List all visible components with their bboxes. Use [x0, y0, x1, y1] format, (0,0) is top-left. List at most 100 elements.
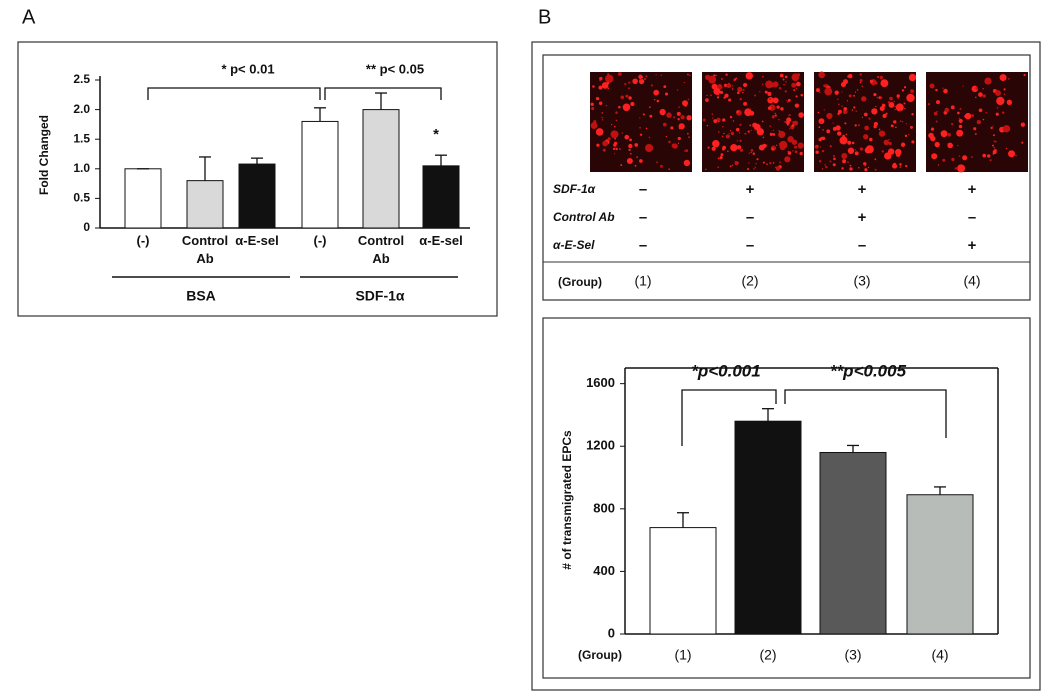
cell-dot	[602, 119, 604, 121]
cell-dot	[638, 74, 643, 80]
cell-dot	[619, 148, 621, 150]
cell-dot	[849, 164, 852, 167]
cell-dot	[863, 134, 869, 140]
cell-dot	[711, 113, 713, 115]
cell-dot	[706, 124, 709, 127]
cell-dot	[908, 133, 910, 136]
cell-dot	[639, 127, 641, 129]
cell-dot	[712, 117, 714, 119]
cell-dot	[1005, 147, 1008, 150]
cell-dot	[731, 88, 734, 90]
cell-dot	[936, 100, 940, 105]
cell-dot	[778, 118, 780, 121]
cell-dot	[779, 73, 784, 78]
cell-dot	[736, 145, 742, 150]
cell-dot	[888, 141, 892, 146]
cell-dot	[975, 96, 977, 99]
chart-b-box	[542, 317, 1031, 679]
cell-dot	[755, 163, 757, 165]
cell-dot	[847, 73, 853, 79]
fluorescence-image	[590, 72, 692, 172]
cell-dot	[712, 139, 720, 148]
cell-dot	[739, 97, 742, 101]
cell-dot	[799, 151, 803, 156]
cell-dot	[832, 154, 835, 157]
cell-dot	[990, 126, 993, 130]
cell-dot	[795, 81, 801, 87]
cell-dot	[996, 96, 1005, 106]
cell-dot	[724, 93, 729, 98]
cell-dot	[742, 88, 745, 91]
cell-dot	[750, 149, 754, 152]
cell-dot	[638, 78, 645, 85]
cell-dot	[677, 89, 679, 91]
cell-dot	[871, 108, 878, 115]
cell-dot	[791, 73, 800, 82]
cell-dot	[771, 147, 775, 151]
cell-dot	[1023, 73, 1026, 77]
cell-dot	[798, 112, 804, 118]
cell-dot	[992, 144, 994, 147]
cell-dot	[774, 114, 777, 117]
cell-dot	[778, 130, 786, 139]
cell-dot	[858, 124, 860, 127]
cell-dot	[911, 140, 915, 144]
cell-dot	[708, 75, 717, 84]
cell-dot	[839, 136, 848, 145]
cell-dot	[947, 133, 952, 137]
cell-dot	[717, 166, 720, 169]
cell-dot	[864, 147, 871, 154]
cell-dot	[617, 72, 622, 76]
cell-dot	[1003, 93, 1006, 95]
treatment-box	[542, 54, 1031, 301]
x-tick-label: (4)	[931, 647, 948, 663]
cell-dot	[787, 98, 791, 102]
cell-dot	[782, 78, 785, 81]
cell-dot	[779, 161, 781, 164]
y-tick-label: 2.5	[73, 72, 90, 86]
x-tick-label-box: α-E-sel	[235, 233, 278, 248]
cell-dot	[784, 75, 788, 79]
cell-dot	[873, 92, 877, 97]
images	[590, 71, 1028, 173]
bar	[734, 420, 802, 635]
cell-dot	[716, 96, 720, 99]
cell-dot	[786, 117, 792, 123]
cell-dot	[962, 85, 964, 87]
cell-dot	[797, 73, 801, 77]
cell-dot	[768, 97, 771, 100]
cell-dot	[605, 104, 608, 107]
cell-dot	[956, 166, 959, 169]
cell-dot	[733, 78, 737, 81]
cell-dot	[601, 116, 603, 119]
cell-dot	[854, 124, 857, 127]
cell-dot	[832, 126, 837, 131]
cell-dot	[677, 142, 680, 144]
cell-dot	[978, 92, 983, 97]
cell-dot	[903, 102, 906, 105]
cell-dot	[978, 108, 983, 113]
cell-dot	[942, 158, 946, 162]
cell-dot	[900, 142, 906, 147]
cell-dot	[885, 112, 888, 115]
cell-dot	[595, 128, 604, 136]
cell-dot	[842, 159, 847, 164]
cell-dot	[868, 117, 871, 120]
cell-dot	[982, 94, 986, 98]
significance-star: *	[433, 126, 439, 143]
cell-dot	[731, 164, 734, 167]
cell-dot	[786, 100, 788, 102]
cell-dot	[951, 122, 954, 126]
cell-dot	[628, 87, 631, 90]
cell-dot	[818, 126, 821, 129]
x-tick-label-box: α-E-sel	[419, 233, 462, 248]
cell-dot	[621, 132, 624, 134]
cell-dot	[958, 118, 963, 123]
cell-dot	[841, 167, 844, 170]
bar	[422, 165, 460, 229]
cell-dot	[826, 129, 831, 134]
cell-dot	[944, 107, 950, 113]
cell-dot	[975, 86, 979, 90]
cell-dot	[791, 82, 797, 88]
cell-dot	[670, 126, 674, 130]
